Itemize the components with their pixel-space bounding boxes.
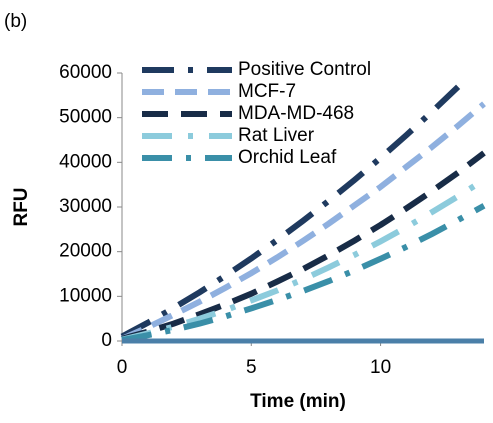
legend-label: Orchid Leaf [238, 147, 337, 168]
legend-label: Rat Liver [238, 125, 315, 146]
panel-label: (b) [4, 11, 27, 32]
x-tick-label: 0 [117, 357, 128, 378]
y-tick-label: 40000 [59, 151, 112, 172]
series-line [120, 101, 486, 342]
x-axis-title: Time (min) [250, 391, 346, 412]
legend-label: Positive Control [238, 59, 371, 80]
series-line [121, 203, 486, 344]
legend-label: MCF-7 [238, 81, 296, 102]
x-tick-label: 5 [246, 357, 257, 378]
series-line [121, 150, 486, 342]
y-tick-label: 0 [101, 330, 112, 351]
legend-label: MDA-MD-468 [238, 103, 354, 124]
x-tick-label: 10 [370, 357, 391, 378]
y-axis-title: RFU [11, 187, 32, 226]
series-line [120, 84, 461, 340]
y-tick-label: 60000 [59, 62, 112, 83]
y-tick-label: 30000 [59, 196, 112, 217]
y-tick-label: 50000 [59, 107, 112, 128]
y-tick-label: 10000 [59, 285, 112, 306]
y-tick-label: 20000 [59, 241, 112, 262]
series-line [121, 177, 486, 343]
